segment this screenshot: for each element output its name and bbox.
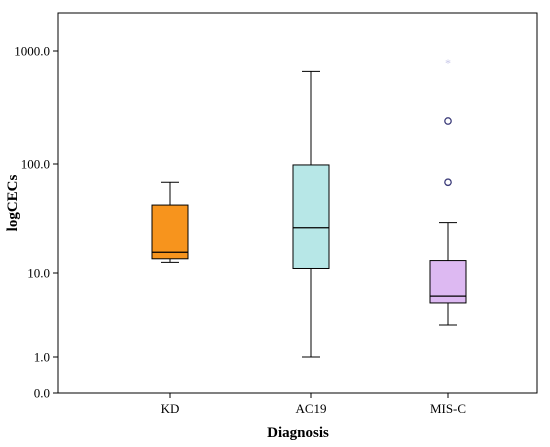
y-tick-label: 1.0	[34, 350, 50, 365]
y-axis: 0.0 1.0 10.0 100.0 1000.0	[14, 44, 58, 401]
boxes: *	[151, 56, 467, 358]
y-tick-label: 1000.0	[14, 44, 50, 59]
x-tick-label: KD	[161, 401, 180, 416]
x-axis-title: Diagnosis	[267, 425, 329, 441]
box-group	[151, 181, 189, 263]
iqr-box	[292, 164, 330, 269]
iqr-box	[151, 204, 189, 260]
x-tick-label: MIS-C	[430, 401, 466, 416]
x-axis: KD AC19 MIS-C	[161, 393, 466, 416]
x-tick-label: AC19	[295, 401, 326, 416]
outlier-point	[444, 178, 452, 187]
box-group: *	[429, 56, 467, 326]
y-tick-label: 0.0	[34, 386, 50, 401]
y-axis-title: logCECs	[5, 175, 21, 232]
y-tick-label: 100.0	[21, 157, 50, 172]
extreme-point: *	[445, 56, 451, 70]
box-group	[292, 70, 330, 358]
outlier-point	[444, 117, 452, 125]
y-tick-label: 10.0	[27, 266, 50, 281]
